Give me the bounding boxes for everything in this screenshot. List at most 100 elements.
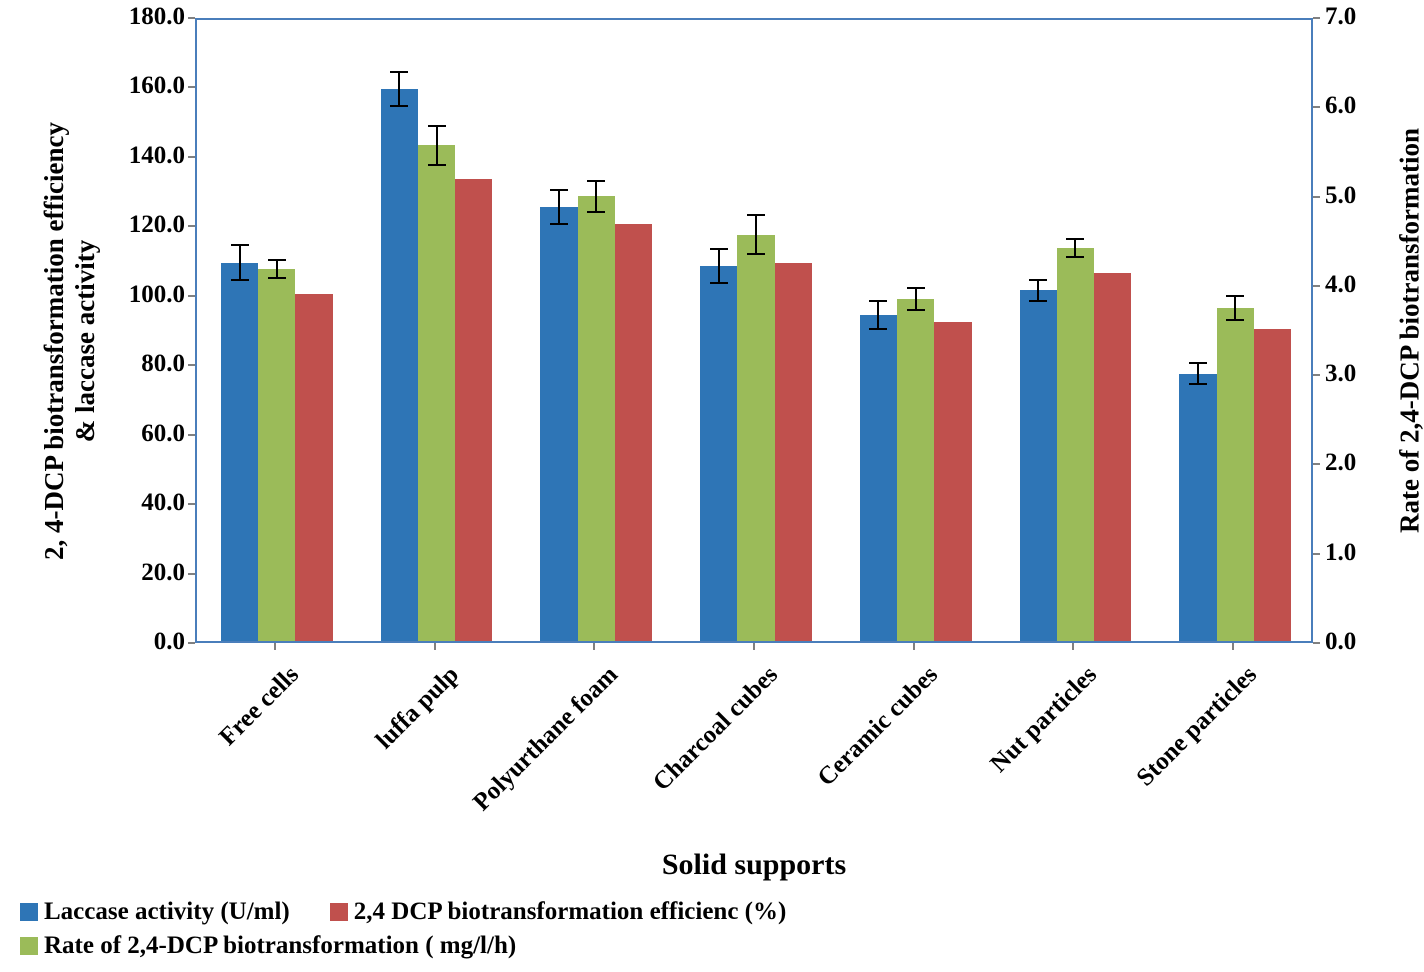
legend-swatch	[330, 903, 348, 921]
x-tick-mark	[1072, 643, 1074, 650]
y2-tick-label: 5.0	[1325, 182, 1385, 210]
error-bar	[258, 260, 295, 278]
x-tick-mark	[913, 643, 915, 650]
y1-tick-label: 0.0	[105, 628, 185, 656]
y1-tick-mark	[188, 434, 195, 436]
y1-tick-mark	[188, 225, 195, 227]
bar-rate	[737, 235, 774, 641]
legend: Laccase activity (U/ml) 2,4 DCP biotransf…	[20, 898, 1400, 962]
x-axis-title: Solid supports	[195, 848, 1313, 882]
legend-item: Laccase activity (U/ml)	[20, 898, 290, 926]
bar-rate	[1057, 248, 1094, 641]
legend-item: 2,4 DCP biotransformation efficienc (%)	[330, 898, 787, 926]
bar-laccase	[1179, 374, 1216, 641]
legend-swatch	[20, 937, 38, 955]
y2-tick-mark	[1313, 196, 1320, 198]
error-bar	[860, 301, 897, 329]
bar-rate	[578, 196, 615, 641]
y2-title-text: Rate of 2,4-DCP biotransformation	[1395, 128, 1424, 533]
error-bar	[578, 181, 615, 211]
y1-tick-mark	[188, 86, 195, 88]
bar-efficiency	[295, 294, 332, 641]
y1-tick-mark	[188, 364, 195, 366]
bar-laccase	[1020, 290, 1057, 641]
x-tick-mark	[274, 643, 276, 650]
bar-laccase	[381, 89, 418, 641]
bar-laccase	[540, 207, 577, 641]
y1-tick-label: 160.0	[105, 72, 185, 100]
legend-swatch	[20, 903, 38, 921]
bar-efficiency	[455, 179, 492, 641]
x-tick-label: Nut particles	[935, 661, 1103, 829]
bar-rate	[418, 145, 455, 641]
y1-tick-label: 120.0	[105, 211, 185, 239]
y1-tick-label: 80.0	[105, 350, 185, 378]
error-bar	[897, 288, 934, 309]
y1-title-line1: 2, 4-DCP biotransformation efficiency	[39, 122, 69, 560]
bar-efficiency	[934, 322, 971, 641]
y1-tick-label: 60.0	[105, 420, 185, 448]
y1-tick-label: 40.0	[105, 489, 185, 517]
legend-item: Rate of 2,4-DCP biotransformation ( mg/l…	[20, 932, 516, 960]
y1-tick-mark	[188, 156, 195, 158]
bar-rate	[258, 269, 295, 641]
y2-tick-label: 3.0	[1325, 360, 1385, 388]
x-tick-mark	[593, 643, 595, 650]
x-tick-label: Ceramic cubes	[775, 661, 943, 829]
bar-efficiency	[615, 224, 652, 641]
error-bar	[381, 72, 418, 107]
error-bar	[540, 190, 577, 225]
y1-tick-mark	[188, 503, 195, 505]
x-tick-label: Charcoal cubes	[616, 661, 784, 829]
x-tick-mark	[753, 643, 755, 650]
error-bar	[737, 215, 774, 254]
y2-tick-mark	[1313, 17, 1320, 19]
x-tick-label: Free cells	[136, 661, 304, 829]
error-bar	[418, 126, 455, 165]
y1-tick-label: 20.0	[105, 559, 185, 587]
x-tick-label: luffa pulp	[296, 661, 464, 829]
bar-laccase	[221, 263, 258, 641]
y2-tick-mark	[1313, 374, 1320, 376]
y1-axis-title: 2, 4-DCP biotransformation efficiency & …	[39, 81, 101, 601]
bar-laccase	[700, 266, 737, 641]
bar-rate	[897, 299, 934, 641]
error-bar	[1217, 296, 1254, 319]
plot-area	[195, 18, 1313, 643]
y2-tick-mark	[1313, 463, 1320, 465]
y2-tick-mark	[1313, 642, 1320, 644]
error-bar	[221, 245, 258, 280]
legend-label: Laccase activity (U/ml)	[44, 898, 290, 926]
error-bar	[1057, 239, 1094, 257]
bar-laccase	[860, 315, 897, 641]
y1-tick-mark	[188, 295, 195, 297]
x-tick-mark	[1232, 643, 1234, 650]
y2-tick-mark	[1313, 553, 1320, 555]
y2-tick-label: 1.0	[1325, 539, 1385, 567]
y2-tick-mark	[1313, 285, 1320, 287]
bar-efficiency	[1254, 329, 1291, 642]
bar-efficiency	[1094, 273, 1131, 641]
x-tick-label: Polyurthane foam	[456, 661, 624, 829]
y1-tick-mark	[188, 17, 195, 19]
x-tick-mark	[434, 643, 436, 650]
error-bar	[1020, 280, 1057, 301]
y2-tick-label: 6.0	[1325, 92, 1385, 120]
y1-tick-mark	[188, 642, 195, 644]
y1-tick-label: 100.0	[105, 281, 185, 309]
y2-axis-title: Rate of 2,4-DCP biotransformation	[1395, 71, 1424, 591]
error-bar	[700, 249, 737, 284]
legend-label: Rate of 2,4-DCP biotransformation ( mg/l…	[44, 932, 516, 960]
y1-tick-label: 140.0	[105, 142, 185, 170]
y2-tick-label: 0.0	[1325, 628, 1385, 656]
y2-tick-label: 4.0	[1325, 271, 1385, 299]
legend-label: 2,4 DCP biotransformation efficienc (%)	[354, 898, 787, 926]
y2-tick-label: 2.0	[1325, 449, 1385, 477]
error-bar	[1179, 363, 1216, 384]
y1-tick-mark	[188, 573, 195, 575]
y1-tick-label: 180.0	[105, 3, 185, 31]
y2-tick-label: 7.0	[1325, 3, 1385, 31]
x-tick-label: Stone particles	[1095, 661, 1263, 829]
y1-title-line2: & laccase activity	[70, 240, 100, 442]
chart-container: 2, 4-DCP biotransformation efficiency & …	[10, 10, 1414, 962]
